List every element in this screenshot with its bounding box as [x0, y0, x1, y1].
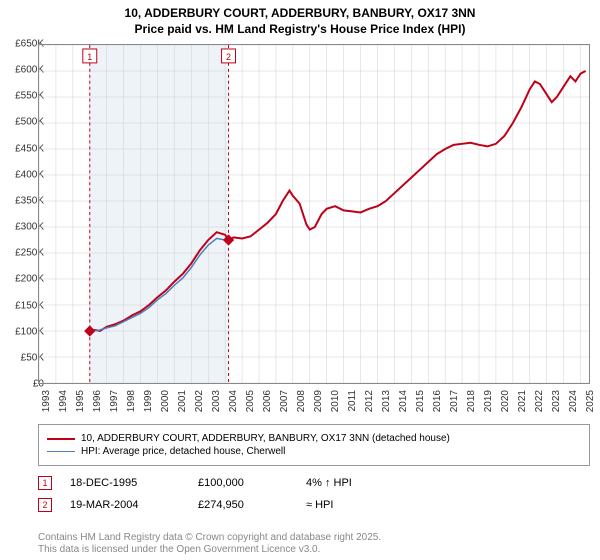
x-tick-label: 2020	[500, 390, 511, 412]
legend-swatch	[47, 451, 75, 453]
x-tick-label: 1995	[75, 390, 86, 412]
credits-line2: This data is licensed under the Open Gov…	[38, 544, 320, 555]
x-tick-label: 2010	[330, 390, 341, 412]
legend-item: HPI: Average price, detached house, Cher…	[47, 446, 581, 457]
chart-container: 10, ADDERBURY COURT, ADDERBURY, BANBURY,…	[0, 0, 600, 560]
sale-price: £100,000	[198, 477, 288, 489]
credits: Contains HM Land Registry data © Crown c…	[38, 532, 381, 556]
x-tick-label: 2024	[568, 390, 579, 412]
sale-row: 1 18-DEC-1995 £100,000 4% ↑ HPI	[38, 472, 590, 494]
x-tick-label: 2008	[296, 390, 307, 412]
x-axis-labels: 1993 1994 1995 1996 1997 1998 1999 2000 2001 2002…	[38, 386, 590, 426]
x-tick-label: 1998	[126, 390, 137, 412]
x-tick-label: 2009	[313, 390, 324, 412]
x-tick-label: 1999	[143, 390, 154, 412]
sale-date: 19-MAR-2004	[70, 499, 180, 511]
sale-pct: 4% ↑ HPI	[306, 477, 406, 489]
legend-item: 10, ADDERBURY COURT, ADDERBURY, BANBURY,…	[47, 433, 581, 444]
x-tick-label: 2025	[585, 390, 596, 412]
title-line1: 10, ADDERBURY COURT, ADDERBURY, BANBURY,…	[125, 6, 476, 20]
x-tick-label: 2018	[466, 390, 477, 412]
x-tick-label: 2004	[228, 390, 239, 412]
x-tick-label: 2021	[517, 390, 528, 412]
title-line2: Price paid vs. HM Land Registry's House …	[135, 22, 466, 36]
x-tick-label: 2007	[279, 390, 290, 412]
legend-label: 10, ADDERBURY COURT, ADDERBURY, BANBURY,…	[81, 433, 450, 444]
x-tick-label: 2017	[449, 390, 460, 412]
x-tick-label: 2019	[483, 390, 494, 412]
x-tick-label: 2015	[415, 390, 426, 412]
x-tick-label: 2002	[194, 390, 205, 412]
x-tick-label: 1997	[109, 390, 120, 412]
sale-pct: ≈ HPI	[306, 499, 406, 511]
sale-marker: 1	[38, 476, 52, 490]
credits-line1: Contains HM Land Registry data © Crown c…	[38, 532, 381, 543]
chart-svg: 12	[39, 45, 589, 383]
x-tick-label: 2001	[177, 390, 188, 412]
legend-label: HPI: Average price, detached house, Cher…	[81, 446, 285, 457]
svg-text:2: 2	[226, 52, 231, 62]
chart-title: 10, ADDERBURY COURT, ADDERBURY, BANBURY,…	[0, 0, 600, 37]
x-tick-label: 2023	[551, 390, 562, 412]
x-tick-label: 2006	[262, 390, 273, 412]
sale-price: £274,950	[198, 499, 288, 511]
x-tick-label: 2016	[432, 390, 443, 412]
x-tick-label: 2022	[534, 390, 545, 412]
sale-date: 18-DEC-1995	[70, 477, 180, 489]
x-tick-label: 2014	[398, 390, 409, 412]
legend-swatch	[47, 438, 75, 440]
x-tick-label: 1993	[41, 390, 52, 412]
plot-area: 12	[38, 44, 590, 384]
x-tick-label: 2012	[364, 390, 375, 412]
x-tick-label: 2005	[245, 390, 256, 412]
svg-text:1: 1	[87, 52, 92, 62]
x-tick-label: 1994	[58, 390, 69, 412]
x-tick-label: 2013	[381, 390, 392, 412]
x-tick-label: 2003	[211, 390, 222, 412]
x-tick-label: 1996	[92, 390, 103, 412]
legend: 10, ADDERBURY COURT, ADDERBURY, BANBURY,…	[38, 424, 590, 466]
x-tick-label: 2011	[347, 390, 358, 412]
sale-marker: 2	[38, 498, 52, 512]
x-tick-label: 2000	[160, 390, 171, 412]
sale-row: 2 19-MAR-2004 £274,950 ≈ HPI	[38, 494, 590, 516]
sales-table: 1 18-DEC-1995 £100,000 4% ↑ HPI 2 19-MAR-2004…	[38, 472, 590, 516]
